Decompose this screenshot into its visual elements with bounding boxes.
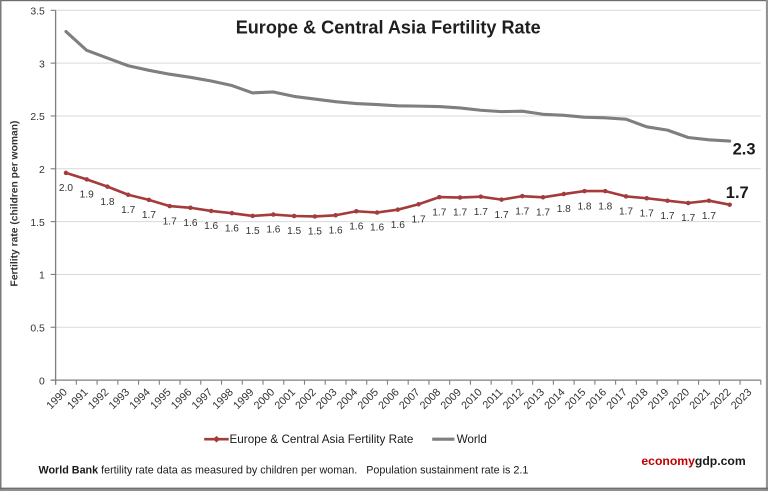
svg-text:1.7: 1.7: [121, 205, 135, 216]
svg-text:economygdp.com: economygdp.com: [641, 454, 745, 468]
svg-text:0: 0: [39, 376, 45, 387]
svg-text:1.7: 1.7: [142, 210, 156, 221]
svg-text:1.7: 1.7: [702, 211, 716, 222]
svg-text:1.8: 1.8: [598, 201, 612, 212]
svg-text:1.5: 1.5: [30, 218, 45, 229]
svg-text:1.7: 1.7: [640, 208, 654, 219]
svg-text:1.6: 1.6: [370, 223, 384, 234]
svg-text:1.8: 1.8: [557, 204, 571, 215]
svg-text:2: 2: [39, 165, 45, 176]
svg-text:Fertility rate (children per w: Fertility rate (children per woman): [10, 121, 21, 287]
svg-text:1.7: 1.7: [660, 211, 674, 222]
svg-text:1.9: 1.9: [80, 190, 94, 201]
svg-text:1.6: 1.6: [266, 225, 280, 236]
svg-text:1.5: 1.5: [287, 226, 301, 237]
svg-text:1.7: 1.7: [536, 208, 550, 219]
svg-text:1.7: 1.7: [726, 184, 749, 202]
svg-text:1.8: 1.8: [577, 201, 591, 212]
svg-text:1.7: 1.7: [453, 208, 467, 219]
svg-text:1.7: 1.7: [619, 207, 633, 218]
svg-text:0.5: 0.5: [30, 323, 45, 334]
svg-text:1.7: 1.7: [495, 210, 509, 221]
svg-text:2.0: 2.0: [59, 183, 73, 194]
svg-text:1.5: 1.5: [246, 226, 260, 237]
svg-text:1.5: 1.5: [308, 227, 322, 238]
svg-text:Europe & Central Asia Fertilit: Europe & Central Asia Fertility Rate: [230, 433, 414, 446]
svg-text:1.6: 1.6: [183, 218, 197, 229]
svg-text:1.7: 1.7: [474, 207, 488, 218]
svg-text:3.5: 3.5: [30, 7, 45, 18]
svg-text:1.6: 1.6: [204, 221, 218, 232]
svg-text:1.6: 1.6: [391, 220, 405, 231]
svg-text:1.6: 1.6: [225, 223, 239, 234]
svg-text:1: 1: [39, 271, 45, 282]
svg-text:1.7: 1.7: [515, 206, 529, 217]
svg-text:Europe & Central Asia Fertilit: Europe & Central Asia Fertility Rate: [236, 17, 541, 37]
svg-text:1.6: 1.6: [349, 221, 363, 232]
svg-text:1.7: 1.7: [432, 207, 446, 218]
svg-text:1.7: 1.7: [412, 214, 426, 225]
svg-text:World: World: [457, 433, 487, 446]
svg-text:World Bank fertility rate data: World Bank fertility rate data as measur…: [39, 465, 529, 477]
svg-text:1.7: 1.7: [681, 213, 695, 224]
svg-text:2.3: 2.3: [733, 140, 756, 158]
svg-text:1.8: 1.8: [100, 197, 114, 208]
svg-text:1.7: 1.7: [163, 216, 177, 227]
svg-text:2.5: 2.5: [30, 112, 45, 123]
svg-text:3: 3: [39, 59, 45, 70]
svg-text:1.6: 1.6: [329, 225, 343, 236]
